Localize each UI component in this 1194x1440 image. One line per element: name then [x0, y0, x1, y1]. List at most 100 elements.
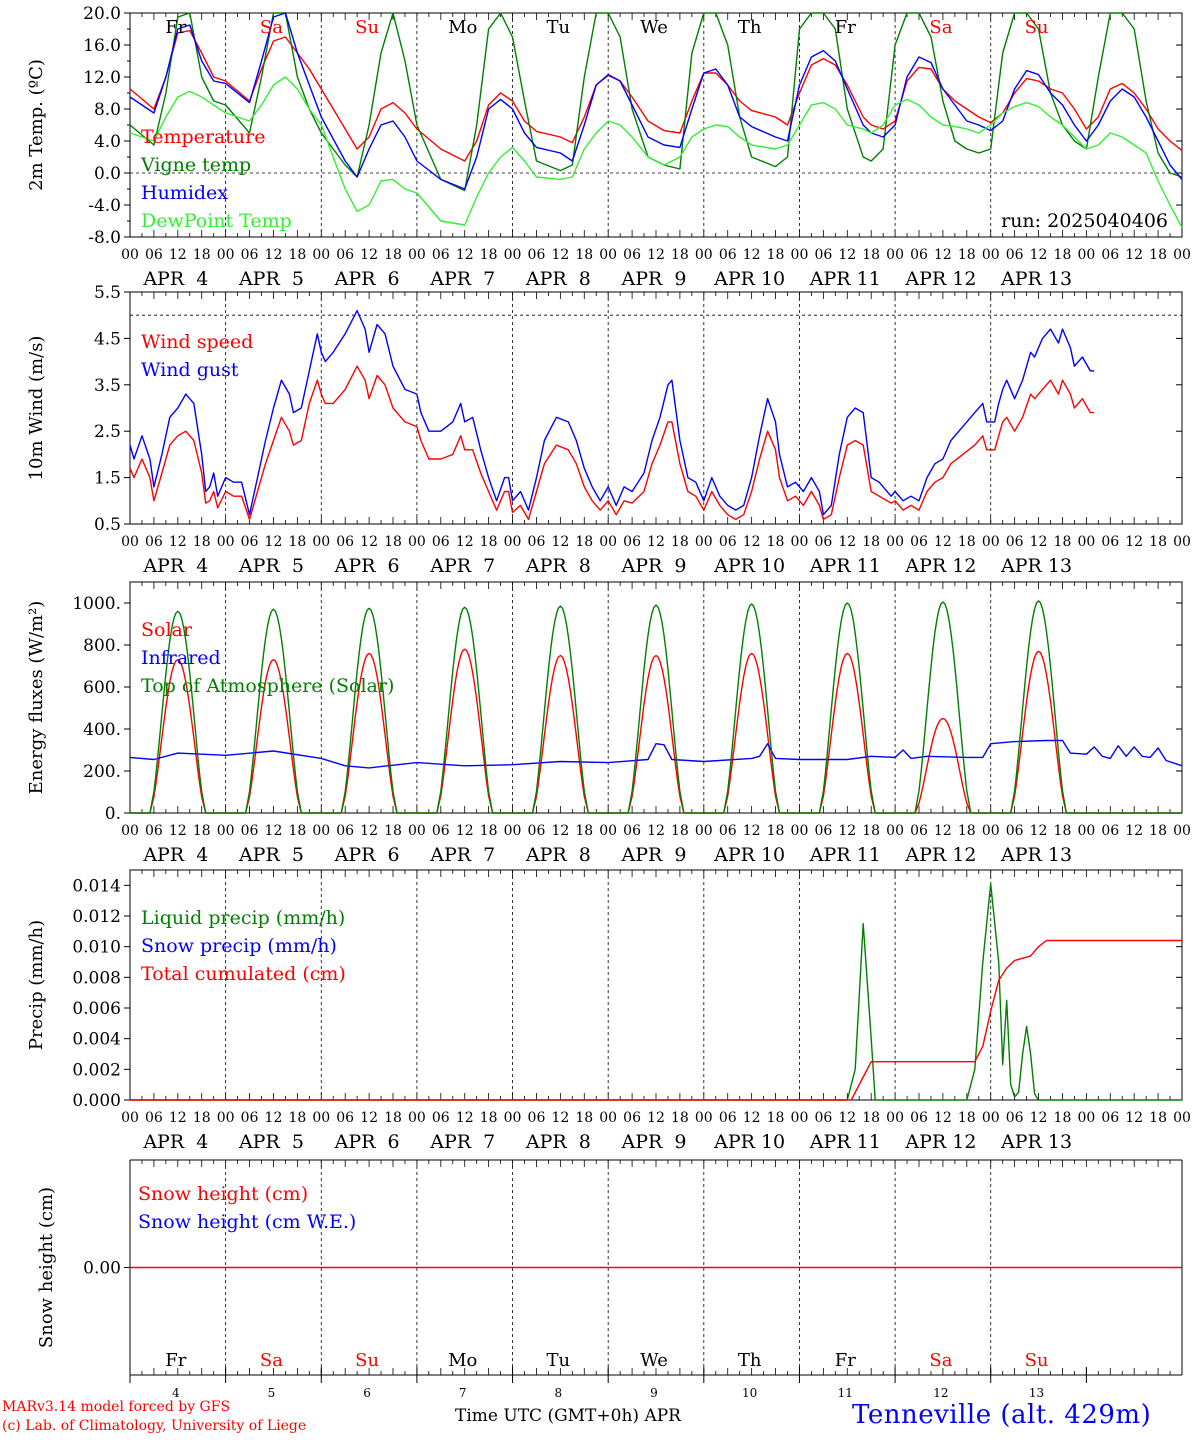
hour-tick-label: 06 [528, 247, 546, 263]
hour-tick-label: 18 [480, 1110, 498, 1126]
hour-tick-label: 00 [982, 247, 1000, 263]
hour-tick-label: 00 [1077, 534, 1095, 550]
hour-tick-label: 18 [575, 247, 593, 263]
hour-tick-label: 18 [671, 247, 689, 263]
legend-entry: Vigne temp [140, 154, 251, 176]
day-name-label: Sa [260, 1350, 283, 1371]
date-label: APR 13 [1000, 268, 1072, 290]
hour-tick-label: 18 [288, 247, 306, 263]
hour-tick-label: 12 [838, 823, 856, 839]
y-tick-label: 20.0 [83, 4, 121, 24]
hour-tick-label: 00 [599, 1110, 617, 1126]
hour-tick-label: 00 [1173, 823, 1191, 839]
day-name-label: Tu [547, 1350, 571, 1371]
day-name-label: Sa [929, 1350, 952, 1371]
panel-1: 20.0 16.0 12.0 8.0 4.0 0.0 -4.0 -8.0 2m Temp. (º… [26, 4, 1191, 290]
hour-tick-label: 06 [241, 534, 259, 550]
hour-tick-label: 18 [575, 1110, 593, 1126]
day-number: 4 [172, 1386, 180, 1400]
hour-tick-label: 00 [791, 247, 809, 263]
y-tick-label: 0.004 [72, 1030, 121, 1050]
hour-tick-label: 00 [312, 1110, 330, 1126]
hour-tick-label: 12 [169, 247, 187, 263]
hour-tick-label: 18 [958, 1110, 976, 1126]
date-label: APR 5 [238, 555, 304, 577]
date-label: APR 7 [429, 844, 495, 866]
day-number: 6 [363, 1386, 371, 1400]
hour-tick-label: 00 [982, 534, 1000, 550]
hour-tick-label: 12 [934, 534, 952, 550]
legend-entry: Wind speed [141, 331, 253, 353]
y-tick-label: 0.010 [72, 938, 121, 958]
hour-tick-label: 06 [1101, 1110, 1119, 1126]
hour-tick-label: 06 [336, 247, 354, 263]
hour-tick-label: 00 [217, 247, 235, 263]
date-label: APR 9 [621, 1131, 687, 1153]
hour-tick-label: 12 [456, 823, 474, 839]
series-line-infrared [129, 739, 1183, 769]
hour-tick-label: 00 [1173, 247, 1191, 263]
hour-tick-label: 12 [360, 247, 378, 263]
series-line-total-cumulated-cm- [130, 939, 1182, 1101]
day-name-label: Su [355, 1350, 379, 1371]
date-label: APR 7 [429, 555, 495, 577]
hour-tick-label: 18 [1054, 823, 1072, 839]
hour-tick-label: 00 [504, 823, 522, 839]
hour-tick-label: 18 [480, 534, 498, 550]
y-tick-label: 2.5 [94, 422, 121, 442]
hour-tick-label: 18 [384, 823, 402, 839]
date-label: APR 11 [809, 844, 881, 866]
hour-tick-label: 12 [265, 823, 283, 839]
date-label: APR 9 [621, 268, 687, 290]
legend-entry: DewPoint Temp [141, 210, 292, 232]
y-axis-label: 10m Wind (m/s) [26, 336, 47, 481]
hour-tick-label: 18 [1149, 247, 1167, 263]
hour-tick-label: 00 [886, 1110, 904, 1126]
legend-entry: Total cumulated (cm) [141, 963, 346, 985]
hour-tick-label: 18 [384, 534, 402, 550]
hour-tick-label: 06 [145, 823, 163, 839]
hour-tick-label: 06 [814, 1110, 832, 1126]
hour-tick-label: 12 [456, 534, 474, 550]
legend-entry: Snow precip (mm/h) [141, 935, 337, 957]
day-number: 7 [459, 1386, 467, 1400]
hour-tick-label: 12 [934, 1110, 952, 1126]
hour-tick-label: 06 [1006, 534, 1024, 550]
hour-tick-label: 18 [1054, 534, 1072, 550]
y-axis-label: 2m Temp. (ºC) [26, 59, 47, 191]
legend-entry: Wind gust [141, 359, 239, 381]
y-tick-label: 600. [83, 678, 121, 698]
month-label: APR [644, 1406, 681, 1426]
hour-tick-label: 18 [767, 823, 785, 839]
hour-tick-label: 12 [647, 247, 665, 263]
y-tick-label: 0.0 [94, 164, 121, 184]
hour-tick-label: 12 [743, 534, 761, 550]
hour-tick-label: 12 [169, 534, 187, 550]
hour-tick-label: 06 [336, 1110, 354, 1126]
hour-tick-label: 12 [265, 534, 283, 550]
hour-tick-label: 12 [647, 1110, 665, 1126]
hour-tick-label: 06 [432, 823, 450, 839]
hour-tick-label: 06 [1101, 247, 1119, 263]
plot-frame [129, 869, 1183, 1101]
hour-tick-label: 12 [1030, 534, 1048, 550]
hour-tick-label: 00 [312, 534, 330, 550]
hour-tick-label: 00 [1173, 534, 1191, 550]
day-name-label: Th [738, 1350, 762, 1371]
hour-tick-label: 06 [528, 1110, 546, 1126]
date-label: APR 8 [525, 1131, 591, 1153]
series-line-temperature [129, 29, 1183, 162]
series-line-humidex [129, 12, 1183, 190]
date-label: APR 7 [429, 268, 495, 290]
hour-tick-label: 00 [1173, 1110, 1191, 1126]
date-label: APR 11 [809, 555, 881, 577]
y-tick-label: 0.008 [72, 968, 121, 988]
hour-tick-label: 18 [1054, 247, 1072, 263]
hour-tick-label: 12 [1030, 823, 1048, 839]
hour-tick-label: 00 [312, 247, 330, 263]
hour-tick-label: 00 [599, 534, 617, 550]
hour-tick-label: 18 [384, 247, 402, 263]
y-tick-label: -8.0 [88, 228, 121, 248]
hour-tick-label: 00 [312, 823, 330, 839]
legend-entry: Humidex [141, 182, 228, 204]
